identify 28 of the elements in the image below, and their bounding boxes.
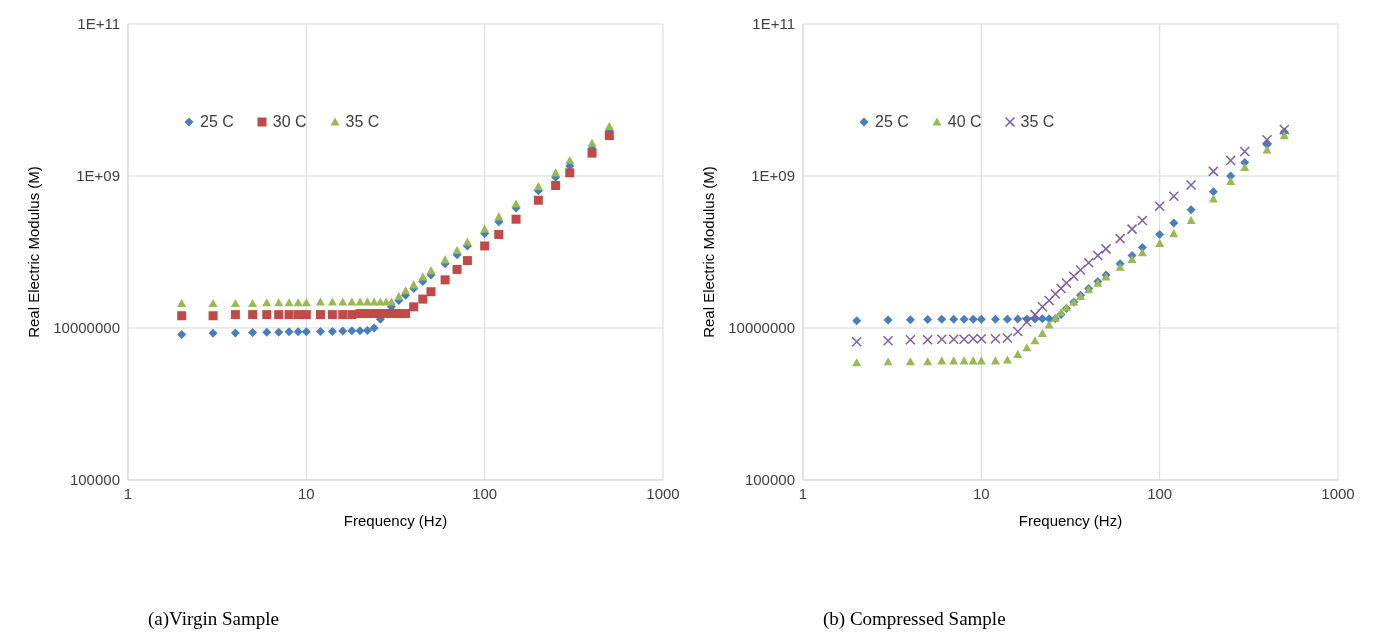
- y-tick-label: 10000000: [728, 319, 795, 337]
- text: (a)Virgin Sample: [148, 608, 280, 630]
- y-tick-label: 100000: [69, 471, 120, 489]
- legend-label: 35 C: [1020, 113, 1055, 131]
- legend-label: 25 C: [875, 113, 909, 131]
- legend-label: 30 C: [272, 113, 307, 131]
- y-tick-label: 100000: [744, 471, 795, 489]
- legend-label: 40 C: [947, 113, 982, 131]
- y-axis-title: Real Electric Modulus (M): [700, 166, 718, 338]
- x-tick-label: 10: [972, 484, 990, 502]
- text: (b) Compressed Sample: [823, 608, 1007, 630]
- y-tick-label: 1E+11: [752, 15, 795, 33]
- x-tick-label: 10: [297, 484, 315, 502]
- y-tick-label: 10000000: [53, 319, 120, 337]
- y-tick-label: 1E+09: [751, 167, 795, 185]
- x-tick-label: 1: [123, 484, 133, 502]
- y-tick-label: 1E+11: [77, 15, 120, 33]
- x-axis-title: Frequency (Hz): [1018, 512, 1123, 529]
- x-axis-title: Frequency (Hz): [343, 512, 448, 529]
- x-tick-label: 1: [798, 484, 808, 502]
- x-tick-label: 100: [1147, 484, 1173, 502]
- y-axis-title: Real Electric Modulus (M): [25, 166, 43, 338]
- legend-label: 25 C: [200, 113, 234, 131]
- x-tick-label: 1000: [646, 484, 680, 502]
- x-tick-label: 100: [472, 484, 498, 502]
- legend-label: 35 C: [345, 113, 380, 131]
- x-tick-label: 1000: [1321, 484, 1355, 502]
- y-tick-label: 1E+09: [76, 167, 120, 185]
